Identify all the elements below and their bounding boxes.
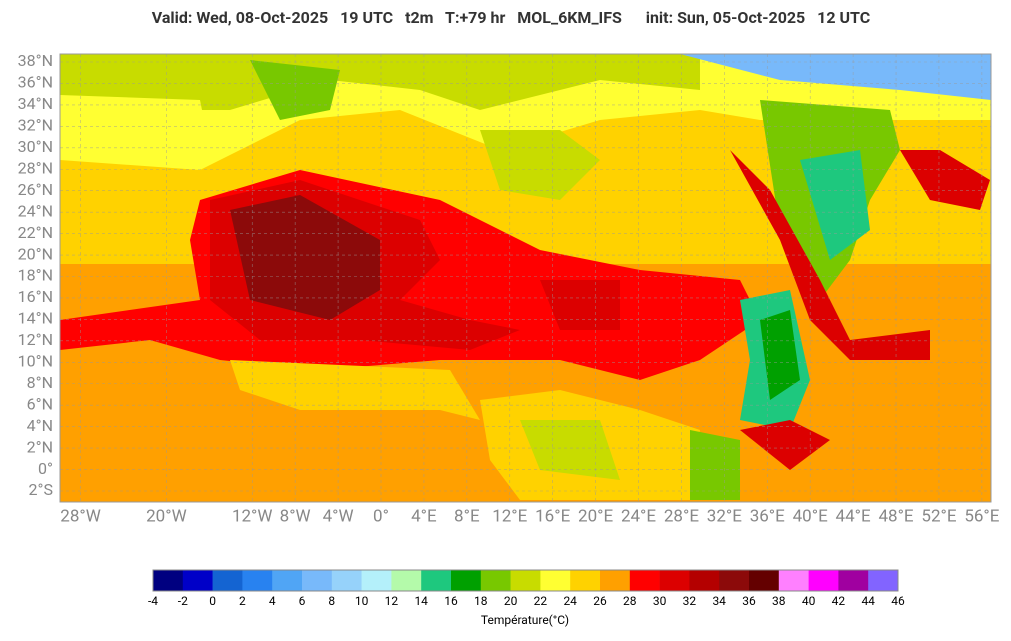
lat-label: 2°S xyxy=(29,480,53,499)
colorbar-label: Température(°C) xyxy=(481,613,569,627)
lat-label: 20°N xyxy=(18,244,53,263)
lat-label: 6°N xyxy=(27,394,53,413)
lat-label: 22°N xyxy=(18,223,53,242)
lat-label: 24°N xyxy=(18,201,53,220)
lon-label: 8°W xyxy=(280,506,311,526)
colorbar-cell xyxy=(361,570,392,591)
lat-label: 26°N xyxy=(18,180,53,199)
colorbar-tick-label: 16 xyxy=(444,594,458,608)
lat-label: 14°N xyxy=(18,309,53,328)
lon-label: 4°W xyxy=(323,506,354,526)
lat-label: 34°N xyxy=(18,94,53,113)
lat-label: 4°N xyxy=(27,416,53,435)
lon-label: 36°E xyxy=(750,506,785,526)
lon-label: 32°E xyxy=(707,506,742,526)
colorbar-cell xyxy=(629,570,660,591)
colorbar-tick-label: 42 xyxy=(832,594,846,608)
lat-label: 38°N xyxy=(18,51,53,70)
colorbar-tick-label: -4 xyxy=(148,594,158,608)
temperature-map xyxy=(60,54,991,502)
colorbar-cell xyxy=(600,570,631,591)
colorbar-tick-label: 38 xyxy=(772,594,786,608)
colorbar-tick-label: 22 xyxy=(534,594,548,608)
colorbar-cell xyxy=(391,570,422,591)
colorbar-cell xyxy=(808,570,839,591)
colorbar-cell xyxy=(331,570,362,591)
colorbar-cell xyxy=(242,570,273,591)
colorbar-tick-label: 44 xyxy=(861,594,875,608)
lon-label: 28°E xyxy=(664,506,699,526)
colorbar-tick-label: 24 xyxy=(563,594,577,608)
colorbar-tick-label: 26 xyxy=(593,594,607,608)
lon-label: 8°E xyxy=(454,506,480,526)
colorbar-cell xyxy=(421,570,452,591)
lon-label: 40°E xyxy=(793,506,828,526)
lat-label: 10°N xyxy=(18,352,53,371)
colorbar-tick-label: 6 xyxy=(299,594,306,608)
colorbar-tick-label: 10 xyxy=(355,594,369,608)
colorbar-cell xyxy=(451,570,482,591)
lon-label: 28°W xyxy=(60,506,101,526)
colorbar-cell xyxy=(212,570,243,591)
lat-label: 16°N xyxy=(18,287,53,306)
colorbar-tick-label: 4 xyxy=(269,594,276,608)
lon-label: 12°W xyxy=(232,506,273,526)
lat-label: 28°N xyxy=(18,158,53,177)
lat-label: 0° xyxy=(38,459,53,478)
lat-label: 18°N xyxy=(18,266,53,285)
colorbar-tick-label: 30 xyxy=(653,594,667,608)
lon-label: 16°E xyxy=(535,506,570,526)
lat-label: 30°N xyxy=(18,137,53,156)
lon-label: 24°E xyxy=(621,506,656,526)
lat-label: 36°N xyxy=(18,73,53,92)
lon-label: 48°E xyxy=(878,506,913,526)
colorbar-cell xyxy=(659,570,690,591)
colorbar-cell xyxy=(838,570,869,591)
lon-label: 52°E xyxy=(921,506,956,526)
colorbar-cell xyxy=(570,570,601,591)
lat-label: 32°N xyxy=(18,116,53,135)
colorbar-tick-label: 0 xyxy=(209,594,216,608)
colorbar-cell xyxy=(540,570,571,591)
colorbar-tick-label: 12 xyxy=(385,594,399,608)
lon-label: 0° xyxy=(373,506,389,526)
colorbar-cell xyxy=(480,570,511,591)
colorbar-tick-label: 32 xyxy=(683,594,697,608)
colorbar-tick-label: 8 xyxy=(328,594,335,608)
map-frame xyxy=(59,53,992,503)
lon-label: 56°E xyxy=(964,506,999,526)
lat-label: 12°N xyxy=(18,330,53,349)
colorbar-cell xyxy=(153,570,184,591)
colorbar-tick-label: -2 xyxy=(178,594,188,608)
colorbar-cell xyxy=(749,570,780,591)
colorbar-cell xyxy=(719,570,750,591)
colorbar-tick-label: 36 xyxy=(742,594,756,608)
colorbar-tick-label: 34 xyxy=(712,594,726,608)
colorbar-tick-label: 2 xyxy=(239,594,246,608)
colorbar-tick-label: 40 xyxy=(802,594,816,608)
colorbar-tick-label: 20 xyxy=(504,594,518,608)
lon-label: 12°E xyxy=(492,506,527,526)
lat-label: 8°N xyxy=(27,373,53,392)
lon-label: 20°W xyxy=(146,506,187,526)
lon-label: 4°E xyxy=(411,506,437,526)
colorbar-cell xyxy=(689,570,720,591)
colorbar-tick-label: 46 xyxy=(891,594,905,608)
graticule xyxy=(60,54,991,502)
colorbar-cell xyxy=(778,570,809,591)
lon-label: 44°E xyxy=(836,506,871,526)
colorbar-tick-label: 14 xyxy=(414,594,428,608)
title: Valid: Wed, 08-Oct-2025 19 UTC t2m T:+79… xyxy=(152,8,870,27)
colorbar-cell xyxy=(868,570,899,591)
colorbar-tick-label: 18 xyxy=(474,594,488,608)
colorbar-cell xyxy=(510,570,541,591)
colorbar-tick-label: 28 xyxy=(623,594,637,608)
colorbar-cell xyxy=(272,570,303,591)
lat-label: 2°N xyxy=(27,437,53,456)
colorbar-cell xyxy=(302,570,333,591)
colorbar-frame xyxy=(152,569,899,592)
colorbar-cell xyxy=(182,570,213,591)
lon-label: 20°E xyxy=(578,506,613,526)
